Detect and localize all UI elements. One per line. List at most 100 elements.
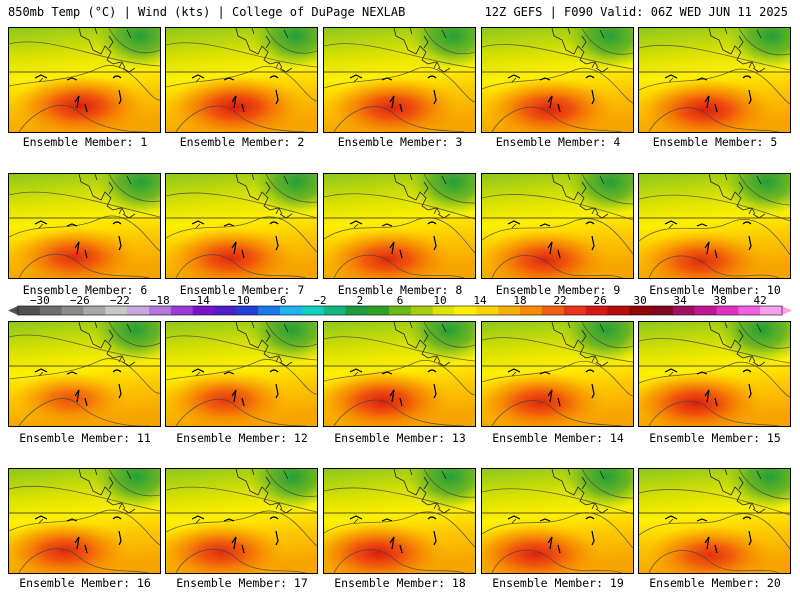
temperature-map (482, 322, 633, 426)
wind-barbs (34, 74, 122, 113)
colorbar-swatch (716, 306, 739, 315)
ensemble-member-label: Ensemble Member: 19 (492, 576, 624, 590)
ensemble-map-panel (638, 173, 791, 279)
temperature-map (639, 322, 790, 426)
warm-core-shading (166, 522, 287, 573)
height-contours (166, 322, 317, 426)
colorbar-tick-label: −26 (70, 296, 90, 307)
colorbar-tick-label: −6 (273, 296, 286, 307)
colorbar-tick-label: −22 (110, 296, 130, 307)
ensemble-map-panel (165, 468, 318, 574)
wind-barbs (664, 74, 752, 113)
cool-airmass-shading (565, 28, 633, 70)
wind-barbs (191, 368, 279, 407)
wind-barbs (507, 74, 595, 113)
geographic-outline (639, 469, 790, 524)
height-contours (482, 28, 633, 132)
temperature-map (482, 174, 633, 278)
colorbar-swatch (127, 306, 150, 315)
warm-core-shading (645, 525, 775, 573)
temperature-colorbar: −30 −26 −22 −18 −14 −10 −6 −2 2 6 10 14 18 22 26 30 34 38… (8, 296, 792, 316)
colorbar-swatch (760, 306, 783, 315)
ensemble-map-panel (165, 321, 318, 427)
colorbar-swatch (694, 306, 718, 315)
colorbar-swatch (454, 306, 477, 315)
wind-barbs (664, 368, 752, 407)
warm-core-shading (324, 228, 455, 278)
temperature-map (324, 174, 475, 278)
colorbar-tick-label: 18 (513, 296, 526, 307)
warm-core-shading (12, 372, 128, 426)
height-contours (166, 28, 317, 132)
temperature-map (9, 322, 160, 426)
wind-barbs (507, 368, 595, 407)
colorbar-tick-label: 34 (674, 296, 688, 307)
temperature-map (639, 469, 790, 573)
ensemble-member-label: Ensemble Member: 15 (649, 431, 781, 445)
ensemble-map-panel (481, 173, 634, 279)
colorbar-swatch (105, 306, 128, 315)
geographic-outline (324, 28, 475, 83)
geographic-outline (9, 174, 160, 229)
temperature-map (9, 174, 160, 278)
temperature-map (639, 28, 790, 132)
wind-barbs (349, 74, 437, 113)
warm-core-shading (324, 369, 452, 426)
warm-core-shading (166, 227, 298, 278)
temperature-map (9, 28, 160, 132)
geographic-outline (166, 469, 317, 524)
colorbar-swatch (607, 306, 630, 315)
ensemble-map-panel (481, 321, 634, 427)
wind-barbs (34, 368, 122, 407)
ensemble-member-label: Ensemble Member: 14 (492, 431, 624, 445)
ensemble-map-panel (481, 27, 634, 133)
wind-barbs (664, 220, 752, 259)
ensemble-member-label: Ensemble Member: 1 (22, 135, 148, 149)
temperature-map (639, 174, 790, 278)
colorbar-swatch (258, 306, 281, 315)
colorbar-swatch (39, 306, 63, 315)
ensemble-member-label: Ensemble Member: 5 (652, 135, 778, 149)
temperature-map (166, 469, 317, 573)
height-contours (324, 322, 475, 426)
colorbar-swatch (498, 306, 521, 315)
colorbar-swatch (214, 306, 237, 315)
warm-core-shading (324, 521, 447, 573)
height-contours (482, 322, 633, 426)
ensemble-member-label: Ensemble Member: 18 (334, 576, 466, 590)
geographic-outline (9, 469, 160, 524)
colorbar-tick-label: 22 (553, 296, 566, 307)
colorbar-swatch (563, 306, 587, 315)
colorbar-swatch (61, 306, 84, 315)
warm-core-shading (9, 227, 141, 278)
temperature-map (324, 469, 475, 573)
warm-core-shading (482, 229, 612, 278)
ensemble-member-label: Ensemble Member: 7 (179, 283, 305, 297)
warm-core-shading (9, 520, 132, 573)
colorbar-tick-label: −2 (313, 296, 326, 307)
cool-airmass-shading (717, 322, 790, 364)
geographic-outline (639, 174, 790, 229)
geographic-outline (324, 322, 475, 377)
geographic-outline (482, 28, 633, 83)
colorbar-swatch (301, 306, 325, 315)
geographic-outline (639, 28, 790, 83)
colorbar-tick-label: −30 (30, 296, 50, 307)
ensemble-member-label: Ensemble Member: 11 (19, 431, 151, 445)
wind-barbs (34, 220, 122, 259)
colorbar-tick-label: −18 (150, 296, 170, 307)
colorbar-swatch (651, 306, 674, 315)
cool-airmass-shading (91, 322, 160, 364)
ensemble-map-panel (8, 321, 161, 427)
wind-barbs (349, 515, 437, 554)
colorbar-swatch (410, 306, 434, 315)
colorbar-swatch (389, 306, 412, 315)
wind-barbs (349, 220, 437, 259)
colorbar-swatch (476, 306, 499, 315)
colorbar-swatch (672, 306, 696, 315)
temperature-map (324, 28, 475, 132)
height-contours (9, 28, 160, 132)
ensemble-map-panel (638, 27, 791, 133)
geographic-outline (482, 469, 633, 524)
height-contours (639, 469, 790, 573)
